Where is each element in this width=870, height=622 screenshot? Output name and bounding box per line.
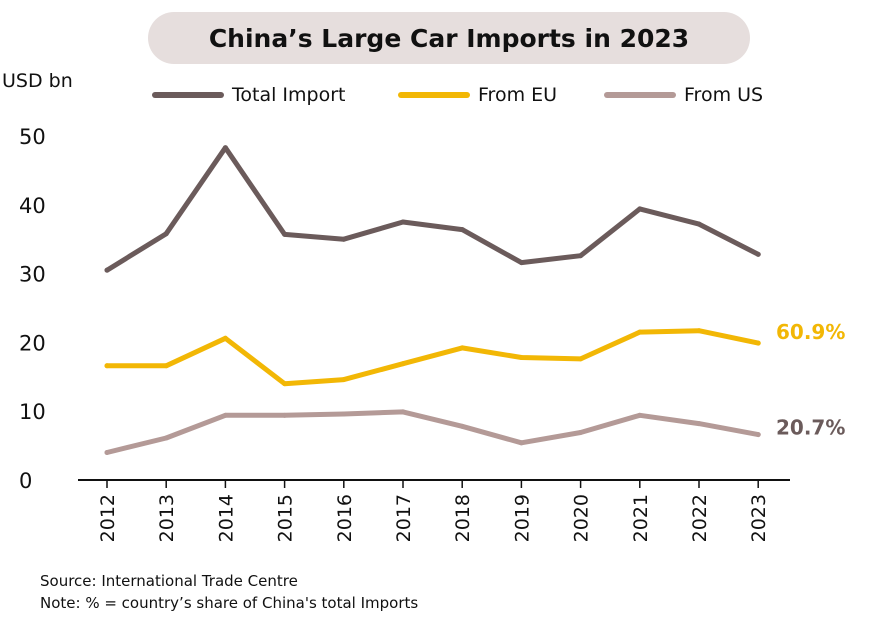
data-point-us-2013 xyxy=(163,435,169,441)
data-point-eu-2013 xyxy=(163,363,169,369)
series-line-eu xyxy=(104,328,761,387)
source-note: Source: International Trade Centre xyxy=(40,572,298,590)
y-tick-label-40: 40 xyxy=(19,194,46,218)
x-tick-label-2013: 2013 xyxy=(156,494,178,542)
x-tick-label-2020: 2020 xyxy=(571,494,593,542)
x-tick-label-2014: 2014 xyxy=(215,494,237,542)
series-line-us xyxy=(104,409,761,455)
data-point-us-2019 xyxy=(518,440,524,446)
data-point-eu-2017 xyxy=(400,361,406,367)
legend-swatch-total xyxy=(152,92,224,98)
data-point-eu-2022 xyxy=(696,328,702,334)
x-tick-label-2015: 2015 xyxy=(275,494,297,542)
data-point-eu-2018 xyxy=(459,345,465,351)
legend-label-total: Total Import xyxy=(232,84,346,106)
x-tick-label-2016: 2016 xyxy=(334,494,356,542)
data-point-total-2021 xyxy=(637,206,643,212)
chart-title: China’s Large Car Imports in 2023 xyxy=(208,23,690,53)
legend-label-eu: From EU xyxy=(478,84,558,106)
legend-item-us: From US xyxy=(604,84,763,106)
data-point-us-2022 xyxy=(696,421,702,427)
legend-swatch-us xyxy=(604,92,676,98)
data-point-us-2016 xyxy=(341,411,347,417)
data-point-total-2020 xyxy=(578,253,584,259)
data-point-eu-2020 xyxy=(578,356,584,362)
data-point-us-2021 xyxy=(637,412,643,418)
data-point-us-2023 xyxy=(755,432,761,438)
data-point-eu-2019 xyxy=(518,355,524,361)
y-tick-label-20: 20 xyxy=(19,331,46,355)
end-label-us: 20.7% xyxy=(776,416,845,440)
y-tick-label-10: 10 xyxy=(19,400,46,424)
data-point-total-2018 xyxy=(459,227,465,233)
x-tick-label-2023: 2023 xyxy=(748,494,770,542)
x-tick-label-2021: 2021 xyxy=(630,494,652,542)
x-tick-label-2012: 2012 xyxy=(97,494,119,542)
data-point-total-2013 xyxy=(163,231,169,237)
y-axis-label: USD bn xyxy=(2,70,73,92)
y-tick-label-30: 30 xyxy=(19,263,46,287)
legend-label-us: From US xyxy=(684,84,764,106)
chart-title-banner: China’s Large Car Imports in 2023 xyxy=(148,12,750,64)
data-point-us-2012 xyxy=(104,449,110,455)
data-point-total-2017 xyxy=(400,219,406,225)
data-point-eu-2012 xyxy=(104,363,110,369)
data-point-eu-2021 xyxy=(637,329,643,335)
x-tick-label-2019: 2019 xyxy=(511,494,533,542)
data-point-total-2019 xyxy=(518,260,524,266)
data-point-total-2015 xyxy=(282,231,288,237)
data-point-us-2015 xyxy=(282,412,288,418)
y-tick-label-50: 50 xyxy=(19,125,46,149)
data-point-us-2014 xyxy=(222,412,228,418)
data-point-eu-2015 xyxy=(282,381,288,387)
x-tick-label-2022: 2022 xyxy=(689,494,711,542)
data-point-us-2017 xyxy=(400,409,406,415)
data-point-total-2014 xyxy=(222,145,228,151)
data-point-total-2023 xyxy=(755,251,761,257)
share-note: Note: % = country’s share of China's tot… xyxy=(40,594,419,612)
data-point-eu-2014 xyxy=(222,335,228,341)
legend-item-total: Total Import xyxy=(152,84,345,106)
data-point-total-2016 xyxy=(341,236,347,242)
data-point-us-2020 xyxy=(578,430,584,436)
legend-swatch-eu xyxy=(398,92,470,98)
legend-item-eu: From EU xyxy=(398,84,557,106)
data-point-eu-2016 xyxy=(341,377,347,383)
series-line-total xyxy=(104,145,761,273)
y-tick-label-0: 0 xyxy=(19,469,32,493)
data-point-total-2012 xyxy=(104,267,110,273)
data-point-us-2018 xyxy=(459,423,465,429)
end-label-eu: 60.9% xyxy=(776,320,845,344)
x-tick-label-2018: 2018 xyxy=(452,494,474,542)
x-tick-label-2017: 2017 xyxy=(393,494,415,542)
data-point-total-2022 xyxy=(696,221,702,227)
data-point-eu-2023 xyxy=(755,340,761,346)
